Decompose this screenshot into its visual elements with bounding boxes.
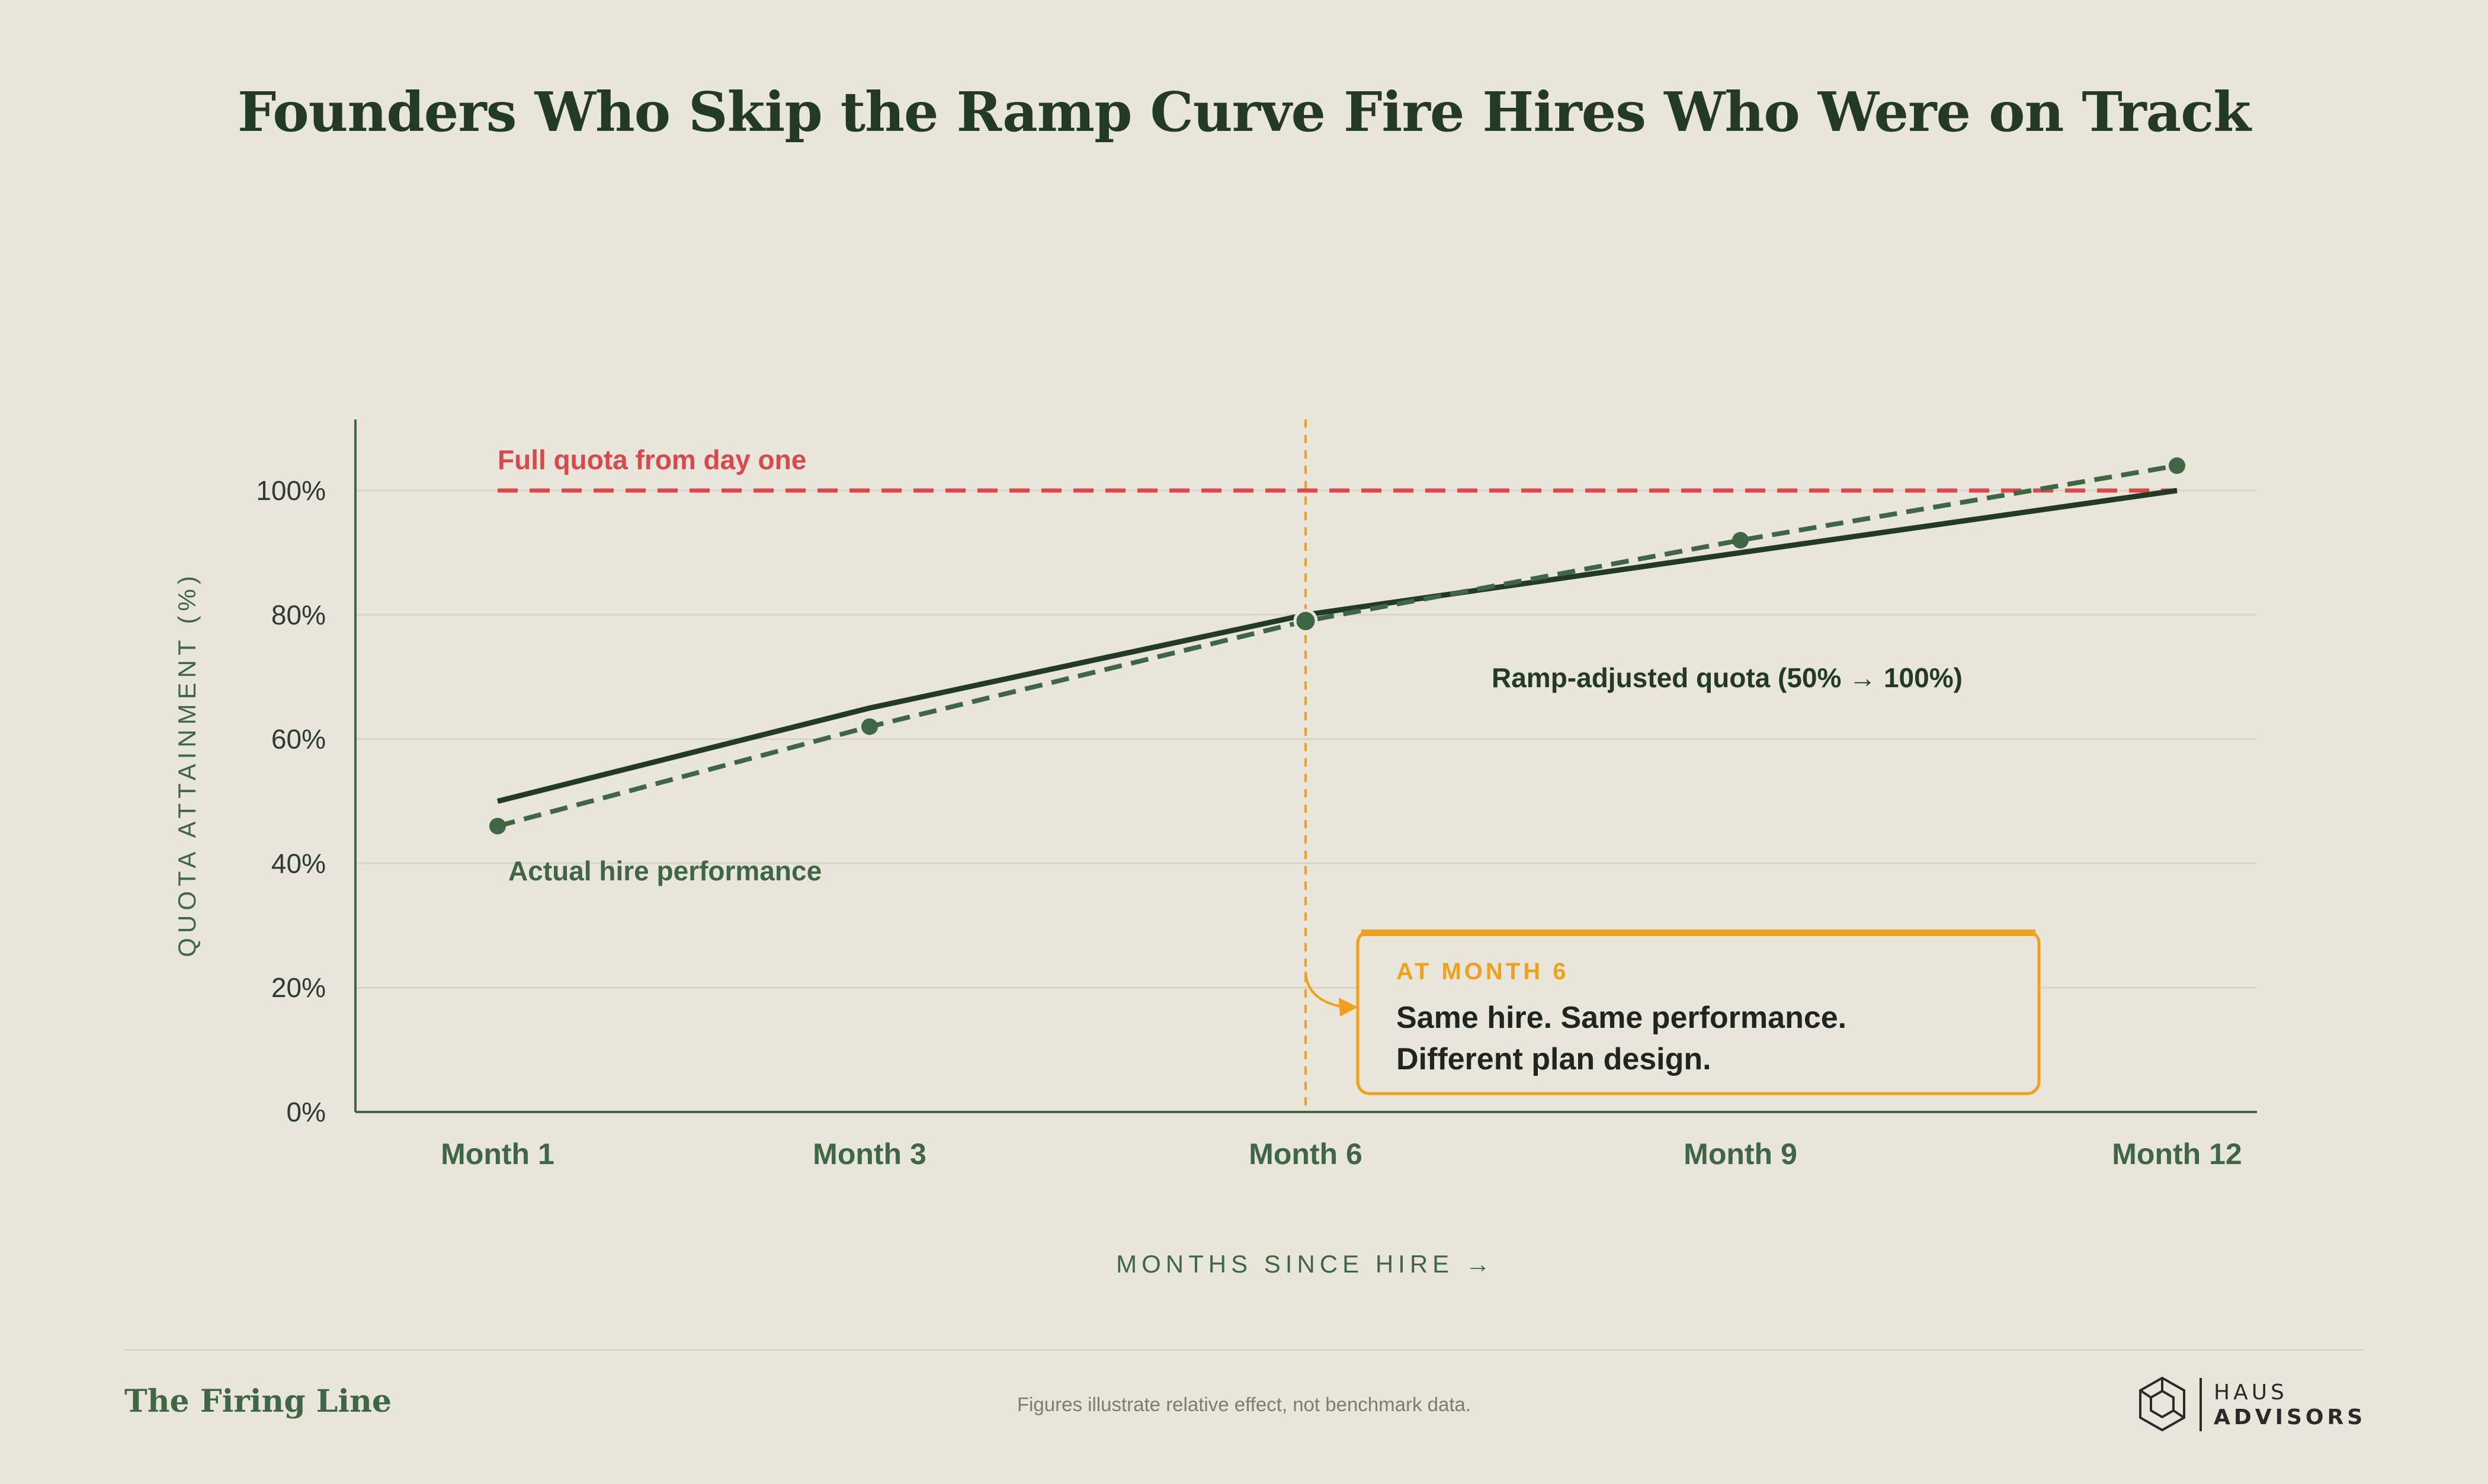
data-point bbox=[489, 818, 506, 835]
data-point bbox=[861, 718, 878, 735]
x-tick-label: Month 3 bbox=[813, 1137, 926, 1171]
haus-advisors-logo: HAUS ADVISORS bbox=[2136, 1374, 2367, 1434]
series-line-actual-performance bbox=[496, 463, 2178, 829]
y-tick-label: 60% bbox=[271, 724, 326, 755]
x-tick-label: Month 12 bbox=[2112, 1137, 2242, 1171]
hexagon-cube-icon bbox=[2139, 1376, 2185, 1432]
x-axis-title: MONTHS SINCE HIRE → bbox=[1116, 1250, 1495, 1278]
callout-line-2: Different plan design. bbox=[1396, 1042, 1711, 1076]
y-tick-label: 40% bbox=[271, 848, 326, 879]
data-point bbox=[1732, 531, 1749, 549]
callout-line-1: Same hire. Same performance. bbox=[1396, 1001, 1846, 1035]
y-tick-label: 0% bbox=[287, 1097, 326, 1127]
data-point bbox=[1293, 608, 1318, 633]
callout-arrowhead bbox=[1339, 998, 1358, 1017]
footer-note: Figures illustrate relative effect, not … bbox=[1017, 1393, 1471, 1415]
callout-kicker: AT MONTH 6 bbox=[1396, 959, 1569, 985]
line-chart: 0% 20% 40% 60% 80% 100% Month 1 Month 3 Month 6 M… bbox=[173, 419, 2257, 1278]
footer-brand: The Firing Line bbox=[124, 1383, 392, 1419]
logo-text-advisors: ADVISORS bbox=[2214, 1405, 2367, 1429]
x-tick-label: Month 6 bbox=[1249, 1137, 1362, 1171]
callout-top-bar bbox=[1361, 929, 2035, 936]
logo-text-haus: HAUS bbox=[2214, 1380, 2288, 1405]
series-line-ramp-adjusted bbox=[496, 488, 2178, 804]
x-tick-label: Month 9 bbox=[1684, 1137, 1797, 1171]
y-axis-title: QUOTA ATTAINMENT (%) bbox=[173, 571, 201, 957]
y-tick-label: 80% bbox=[271, 600, 326, 630]
series-label-actual-performance: Actual hire performance bbox=[508, 855, 822, 886]
y-tick-label: 100% bbox=[256, 475, 326, 506]
logo-divider bbox=[2200, 1378, 2202, 1431]
data-point bbox=[2169, 457, 2185, 475]
series-label-ramp-adjusted: Ramp-adjusted quota (50% → 100%) bbox=[1492, 662, 1963, 693]
y-tick-label: 20% bbox=[271, 972, 326, 1003]
footer-divider bbox=[124, 1349, 2364, 1351]
x-tick-label: Month 1 bbox=[441, 1137, 554, 1171]
callout-connector bbox=[1304, 971, 1345, 1008]
series-label-full-quota: Full quota from day one bbox=[498, 444, 806, 475]
chart-title: Founders Who Skip the Ramp Curve Fire Hi… bbox=[238, 80, 2251, 144]
